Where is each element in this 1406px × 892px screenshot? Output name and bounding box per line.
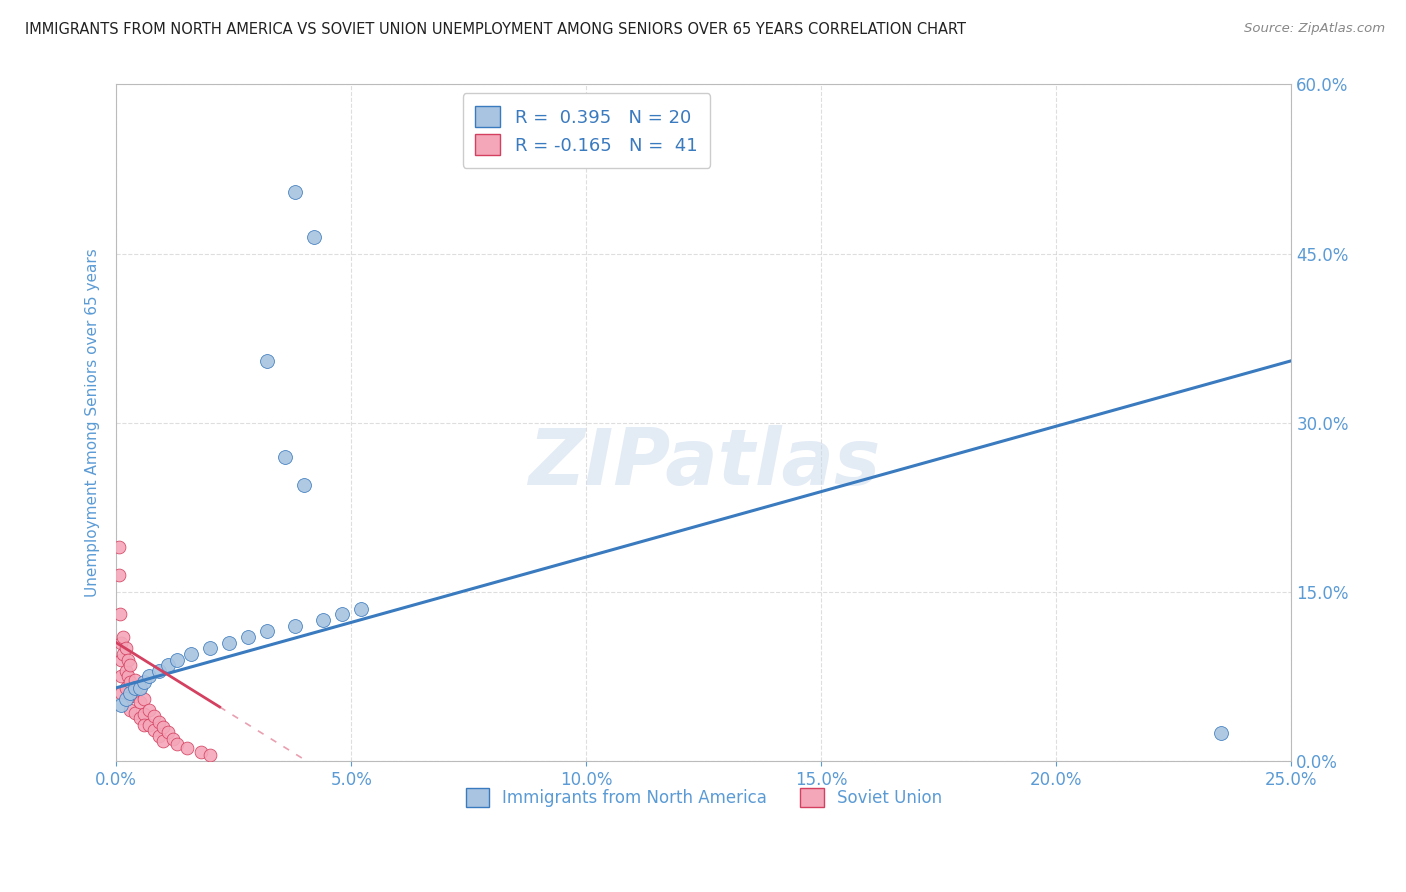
Point <box>256 353 278 368</box>
Point <box>134 718 156 732</box>
Point <box>114 692 136 706</box>
Point <box>124 706 146 720</box>
Point <box>110 686 132 700</box>
Point <box>218 635 240 649</box>
Point <box>128 711 150 725</box>
Point <box>142 709 165 723</box>
Text: Source: ZipAtlas.com: Source: ZipAtlas.com <box>1244 22 1385 36</box>
Point <box>114 641 136 656</box>
Point <box>120 686 142 700</box>
Point <box>124 689 146 703</box>
Point <box>148 664 170 678</box>
Point <box>124 681 146 695</box>
Point <box>176 740 198 755</box>
Point <box>128 681 150 695</box>
Point <box>120 675 142 690</box>
Point <box>302 229 325 244</box>
Point <box>110 652 132 666</box>
Point <box>110 635 132 649</box>
Point <box>166 737 188 751</box>
Point <box>236 630 259 644</box>
Point <box>274 450 297 464</box>
Point <box>112 647 135 661</box>
Point <box>128 695 150 709</box>
Point <box>120 658 142 673</box>
Point <box>117 652 139 666</box>
Point <box>134 692 156 706</box>
Point <box>138 669 160 683</box>
Point <box>156 658 179 673</box>
Point <box>156 724 179 739</box>
Point <box>128 681 150 695</box>
Point <box>114 681 136 695</box>
Point <box>110 669 132 683</box>
Point <box>292 477 315 491</box>
Point <box>120 703 142 717</box>
Point <box>142 723 165 737</box>
Point <box>108 607 131 622</box>
Point <box>162 731 184 746</box>
Point <box>166 652 188 666</box>
Point <box>134 675 156 690</box>
Text: ZIPatlas: ZIPatlas <box>527 425 880 501</box>
Point <box>124 673 146 687</box>
Y-axis label: Unemployment Among Seniors over 65 years: Unemployment Among Seniors over 65 years <box>86 248 100 597</box>
Point <box>107 568 129 582</box>
Point <box>114 664 136 678</box>
Point <box>148 729 170 743</box>
Point <box>117 669 139 683</box>
Text: IMMIGRANTS FROM NORTH AMERICA VS SOVIET UNION UNEMPLOYMENT AMONG SENIORS OVER 65: IMMIGRANTS FROM NORTH AMERICA VS SOVIET … <box>25 22 966 37</box>
Legend: Immigrants from North America, Soviet Union: Immigrants from North America, Soviet Un… <box>458 781 949 814</box>
Point <box>120 689 142 703</box>
Point <box>134 706 156 721</box>
Point <box>284 185 307 199</box>
Point <box>107 540 129 554</box>
Point <box>350 602 373 616</box>
Point <box>284 619 307 633</box>
Point <box>180 647 202 661</box>
Point <box>110 698 132 712</box>
Point <box>190 745 212 759</box>
Point <box>138 703 160 717</box>
Point <box>256 624 278 639</box>
Point <box>112 630 135 644</box>
Point <box>152 733 174 747</box>
Point <box>152 720 174 734</box>
Point <box>148 714 170 729</box>
Point <box>200 748 222 763</box>
Point <box>138 718 160 732</box>
Point <box>1209 726 1232 740</box>
Point <box>200 641 222 656</box>
Point <box>312 613 335 627</box>
Point <box>330 607 353 622</box>
